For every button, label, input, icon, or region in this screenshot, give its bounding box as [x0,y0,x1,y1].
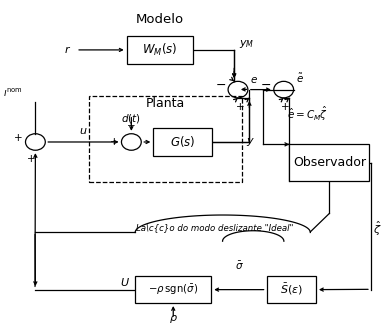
Text: Modelo: Modelo [136,13,184,26]
Text: $\bar{S}(\varepsilon)$: $\bar{S}(\varepsilon)$ [280,282,303,297]
Text: +: + [14,133,22,143]
Text: +: + [282,102,290,112]
Text: −: − [261,79,271,92]
Bar [153,128,212,156]
Text: Planta: Planta [146,97,185,111]
Text: $W_M(s)$: $W_M(s)$ [142,42,178,58]
Bar [135,276,211,303]
Text: $u$: $u$ [79,126,88,136]
Text: $d(t)$: $d(t)$ [122,112,141,125]
Bar [267,276,316,303]
Text: Observador: Observador [293,156,366,169]
Text: $\bar{\sigma}$: $\bar{\sigma}$ [235,260,243,272]
Text: $\hat{\zeta}$: $\hat{\zeta}$ [373,220,381,238]
Text: +: + [127,121,136,131]
Text: $U$: $U$ [120,276,129,288]
Text: +: + [27,154,36,164]
Text: $r$: $r$ [65,44,72,55]
Text: $\rho$: $\rho$ [169,313,178,325]
Text: $e$: $e$ [250,75,258,84]
Text: $y$: $y$ [246,136,255,148]
Text: $-\rho\,\mathrm{sgn}(\bar{\sigma})$: $-\rho\,\mathrm{sgn}(\bar{\sigma})$ [148,283,198,297]
Bar [90,96,242,182]
Text: $\tilde{e}$: $\tilde{e}$ [296,72,304,84]
Bar [127,36,193,64]
Text: $\imath^{\mathrm{nom}}$: $\imath^{\mathrm{nom}}$ [4,87,23,99]
Text: $y_M$: $y_M$ [239,38,254,50]
Text: +: + [110,137,118,147]
Text: $\hat{e} = C_M\hat{\zeta}$: $\hat{e} = C_M\hat{\zeta}$ [287,105,328,123]
Text: La\c{c}o do modo deslizante "Ideal": La\c{c}o do modo deslizante "Ideal" [136,224,294,232]
Bar [289,144,369,181]
Text: $G(s)$: $G(s)$ [170,134,196,149]
Text: −: − [215,79,226,92]
Text: +: + [236,102,244,112]
